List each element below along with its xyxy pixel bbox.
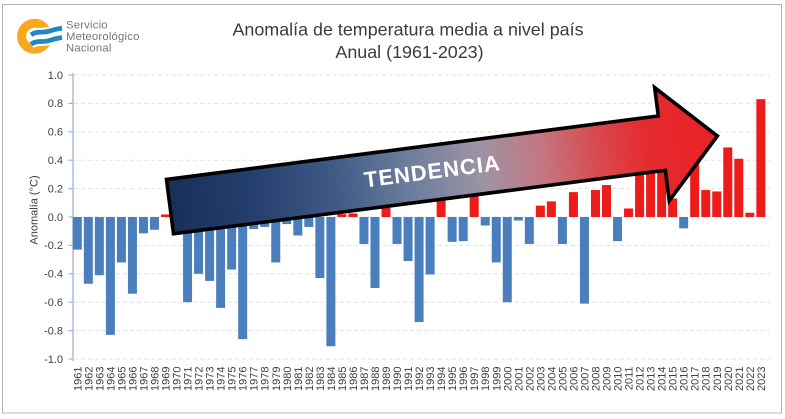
svg-text:1980: 1980 xyxy=(282,367,294,391)
svg-text:2014: 2014 xyxy=(657,367,669,391)
svg-text:1962: 1962 xyxy=(83,367,95,391)
svg-text:-0.6: -0.6 xyxy=(44,297,63,309)
svg-text:-0.4: -0.4 xyxy=(44,269,63,281)
svg-text:1973: 1973 xyxy=(205,367,217,391)
svg-text:1961: 1961 xyxy=(72,367,84,391)
svg-text:1992: 1992 xyxy=(414,367,426,391)
svg-text:-0.2: -0.2 xyxy=(44,240,63,252)
svg-text:2021: 2021 xyxy=(734,367,746,391)
svg-text:1987: 1987 xyxy=(359,367,371,391)
svg-text:2003: 2003 xyxy=(535,367,547,391)
svg-text:1993: 1993 xyxy=(425,367,437,391)
svg-text:2001: 2001 xyxy=(513,367,525,391)
svg-text:1995: 1995 xyxy=(447,367,459,391)
svg-text:1996: 1996 xyxy=(458,367,470,391)
svg-text:1989: 1989 xyxy=(381,367,393,391)
svg-text:0.2: 0.2 xyxy=(48,183,63,195)
svg-text:1970: 1970 xyxy=(172,367,184,391)
svg-text:1981: 1981 xyxy=(293,367,305,391)
svg-text:1986: 1986 xyxy=(348,367,360,391)
svg-text:1994: 1994 xyxy=(436,367,448,391)
svg-text:0.8: 0.8 xyxy=(48,98,63,110)
svg-text:Servicio: Servicio xyxy=(66,20,108,32)
svg-text:1.0: 1.0 xyxy=(48,70,63,82)
svg-text:2010: 2010 xyxy=(613,367,625,391)
svg-text:1985: 1985 xyxy=(337,367,349,391)
svg-text:2007: 2007 xyxy=(579,367,591,391)
svg-text:1982: 1982 xyxy=(304,367,316,391)
svg-text:2019: 2019 xyxy=(712,367,724,391)
svg-text:1991: 1991 xyxy=(403,367,415,391)
svg-text:1978: 1978 xyxy=(260,367,272,391)
svg-text:2002: 2002 xyxy=(524,367,536,391)
svg-text:1976: 1976 xyxy=(238,367,250,391)
svg-text:1983: 1983 xyxy=(315,367,327,391)
svg-text:0.4: 0.4 xyxy=(48,155,63,167)
svg-text:1975: 1975 xyxy=(227,367,239,391)
svg-text:1979: 1979 xyxy=(271,367,283,391)
svg-text:2018: 2018 xyxy=(701,367,713,391)
svg-text:2004: 2004 xyxy=(546,367,558,391)
svg-text:2023: 2023 xyxy=(756,367,768,391)
svg-text:2005: 2005 xyxy=(557,367,569,391)
svg-text:1988: 1988 xyxy=(370,367,382,391)
svg-text:2015: 2015 xyxy=(668,367,680,391)
svg-text:1969: 1969 xyxy=(161,367,173,391)
svg-text:1998: 1998 xyxy=(480,367,492,391)
svg-text:2000: 2000 xyxy=(502,367,514,391)
svg-text:1997: 1997 xyxy=(469,367,481,391)
svg-text:2011: 2011 xyxy=(624,367,636,391)
svg-text:1967: 1967 xyxy=(138,367,150,391)
svg-text:2022: 2022 xyxy=(745,367,757,391)
svg-text:2008: 2008 xyxy=(590,367,602,391)
svg-text:Anomalía (°C): Anomalía (°C) xyxy=(29,175,41,244)
svg-text:1966: 1966 xyxy=(127,367,139,391)
svg-text:2016: 2016 xyxy=(679,367,691,391)
svg-text:1977: 1977 xyxy=(249,367,261,391)
svg-text:2020: 2020 xyxy=(723,367,735,391)
svg-text:2013: 2013 xyxy=(646,367,658,391)
svg-text:Anomalía de temperatura media: Anomalía de temperatura media a nivel pa… xyxy=(232,20,583,40)
svg-text:1972: 1972 xyxy=(194,367,206,391)
svg-text:1965: 1965 xyxy=(116,367,128,391)
svg-text:0.0: 0.0 xyxy=(48,212,63,224)
svg-text:1963: 1963 xyxy=(94,367,106,391)
svg-text:2012: 2012 xyxy=(635,367,647,391)
svg-text:1990: 1990 xyxy=(392,367,404,391)
svg-text:1964: 1964 xyxy=(105,367,117,391)
svg-text:2009: 2009 xyxy=(602,367,614,391)
svg-text:1968: 1968 xyxy=(149,367,161,391)
svg-text:Nacional: Nacional xyxy=(66,43,112,55)
svg-text:-1.0: -1.0 xyxy=(44,354,63,366)
svg-text:2017: 2017 xyxy=(690,367,702,391)
svg-text:Anual (1961-2023): Anual (1961-2023) xyxy=(335,42,483,62)
svg-text:0.6: 0.6 xyxy=(48,127,63,139)
svg-text:-0.8: -0.8 xyxy=(44,325,63,337)
svg-text:Meteorológico: Meteorológico xyxy=(66,31,140,43)
svg-text:1974: 1974 xyxy=(216,367,228,391)
svg-text:2006: 2006 xyxy=(568,367,580,391)
svg-text:1999: 1999 xyxy=(491,367,503,391)
svg-text:1984: 1984 xyxy=(326,367,338,391)
svg-text:1971: 1971 xyxy=(183,367,195,391)
